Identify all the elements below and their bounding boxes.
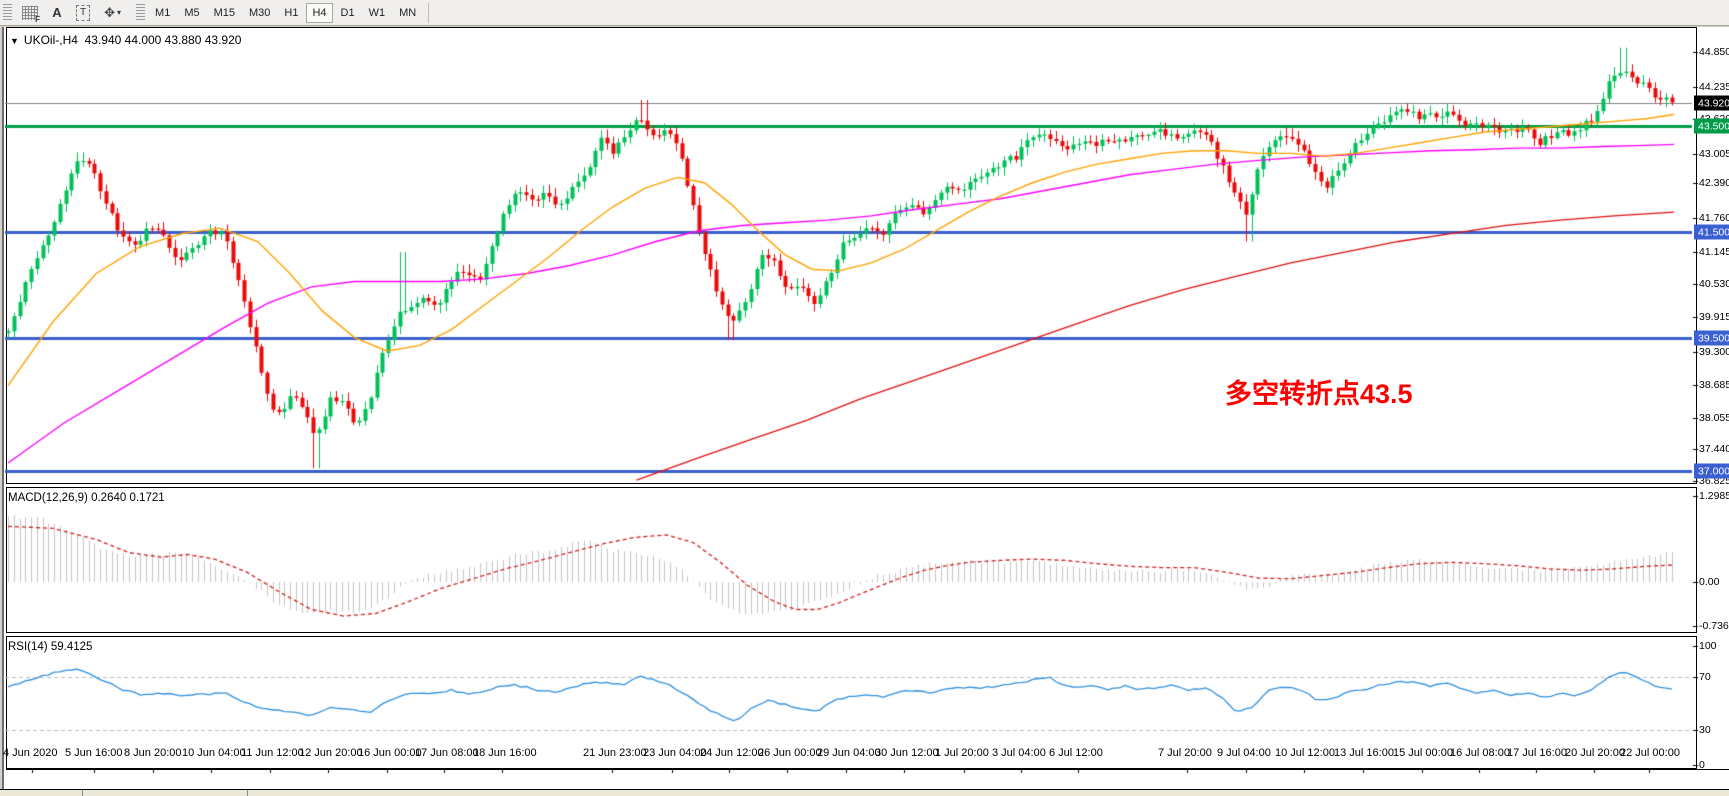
time-axis-label: 18 Jun 16:00 (473, 747, 537, 759)
text-box-tool-button[interactable]: T (70, 3, 96, 23)
chart-tabs-bar[interactable] (0, 789, 1729, 796)
time-axis-label: 22 Jul 00:00 (1620, 747, 1680, 759)
price-axis-tick: 30 (1699, 724, 1711, 736)
rsi-name: RSI(14) (8, 641, 48, 653)
toolbar-grip[interactable] (136, 3, 146, 22)
time-axis-label: 17 Jun 08:00 (415, 747, 479, 759)
timeframe-button-d1[interactable]: D1 (340, 6, 355, 19)
price-axis-tick: 1.2985 (1699, 490, 1729, 502)
rsi-indicator-label: RSI(14) 59.4125 (8, 641, 92, 653)
price-axis-tick: 0 (1699, 759, 1705, 771)
text-label-tool-button[interactable]: A (46, 3, 68, 23)
price-axis-tick: 39.300 (1699, 346, 1729, 358)
price-axis-tick: 44.235 (1699, 81, 1729, 93)
time-axis-label: 29 Jun 04:00 (817, 747, 881, 759)
grid-chart-tool-button[interactable]: F (16, 3, 44, 24)
timeframe-button-group: M1 M5 M15 M30 H1 H4 D1 W1 MN (148, 2, 423, 23)
time-axis-label: 10 Jul 12:00 (1275, 747, 1335, 759)
price-badge-41.500: 41.500 (1694, 224, 1729, 240)
price-axis-tick: 39.915 (1699, 311, 1729, 323)
arrows-objects-button[interactable]: ✥ ▾ (98, 3, 127, 23)
chevron-down-icon: ▾ (117, 8, 122, 17)
tab-divider (82, 790, 83, 796)
arrows-objects-tool-icon: ✥ (104, 4, 116, 20)
time-axis-label: 11 Jun 12:00 (241, 747, 304, 759)
price-axis-tick: 37.440 (1699, 443, 1729, 455)
price-axis-tick: 38.685 (1699, 379, 1729, 391)
chart-title: ▼ UKOil-,H4 43.940 44.000 43.880 43.920 (10, 33, 241, 47)
price-axis-tick: 70 (1699, 671, 1711, 683)
time-axis-label: 7 Jul 20:00 (1158, 747, 1212, 759)
price-axis-tick: 41.145 (1699, 246, 1729, 258)
macd-indicator-label: MACD(12,26,9) 0.2640 0.1721 (8, 492, 165, 504)
time-axis-label: 20 Jul 20:00 (1565, 747, 1625, 759)
macd-name: MACD(12,26,9) (8, 492, 88, 504)
timeframe-button-mn[interactable]: MN (399, 6, 417, 19)
time-axis-label: 24 Jun 12:00 (700, 747, 764, 759)
price-badge-39.500: 39.500 (1694, 330, 1729, 346)
time-axis-label: 26 Jun 00:00 (758, 747, 822, 759)
toolbar-grip[interactable] (3, 3, 12, 22)
time-axis-label: 15 Jul 00:00 (1393, 747, 1453, 759)
price-badge-43.500: 43.500 (1694, 118, 1729, 134)
timeframe-button-m15[interactable]: M15 (213, 6, 235, 19)
time-axis-label: 8 Jun 20:00 (124, 747, 182, 759)
timeframe-button-h1[interactable]: H1 (284, 6, 299, 19)
toolbar: F A T ✥ ▾ M1 M5 M15 M30 H1 H4 D1 W1 MN (0, 0, 1729, 26)
price-axis-tick: 38.055 (1699, 412, 1729, 424)
grid-chart-tool-icon: F (22, 5, 40, 24)
time-axis-label: 1 Jul 20:00 (935, 747, 989, 759)
time-axis-label: 16 Jul 08:00 (1450, 747, 1510, 759)
symbol-name: UKOil-,H4 (23, 33, 78, 47)
price-axis-tick: 0.00 (1699, 576, 1720, 588)
time-axis-label: 17 Jul 16:00 (1507, 747, 1567, 759)
time-axis-label: 30 Jun 12:00 (875, 747, 939, 759)
price-axis-tick: 41.760 (1699, 212, 1729, 224)
price-axis-tick: 42.390 (1699, 177, 1729, 189)
time-axis-label: 4 Jun 2020 (3, 747, 58, 759)
time-axis-label: 5 Jun 16:00 (65, 747, 123, 759)
timeframe-button-w1[interactable]: W1 (368, 6, 386, 19)
chart-canvas[interactable] (0, 27, 1729, 789)
text-box-tool-icon: T (76, 4, 91, 21)
price-axis-tick: 44.850 (1699, 46, 1729, 58)
ohlc-values: 43.940 44.000 43.880 43.920 (84, 33, 242, 47)
macd-values: 0.2640 0.1721 (91, 492, 165, 504)
time-axis-label: 10 Jun 04:00 (182, 747, 246, 759)
chart-text-annotation[interactable]: 多空转折点43.5 (1225, 379, 1413, 409)
time-axis-label: 21 Jun 23:00 (583, 747, 647, 759)
timeframe-button-m1[interactable]: M1 (155, 6, 171, 19)
chart-dropdown-icon[interactable]: ▼ (10, 36, 19, 46)
time-axis-label: 12 Jun 20:00 (299, 747, 363, 759)
time-axis-label: 9 Jul 04:00 (1217, 747, 1271, 759)
rsi-values: 59.4125 (50, 641, 93, 653)
timeframe-button-h4[interactable]: H4 (306, 2, 333, 23)
price-axis-tick: 40.530 (1699, 278, 1729, 290)
price-badge-43.920: 43.920 (1694, 95, 1729, 111)
time-axis-label: 16 Jun 00:00 (358, 747, 422, 759)
timeframe-button-m30[interactable]: M30 (249, 6, 271, 19)
text-label-tool-icon: A (52, 5, 62, 20)
time-axis-label: 23 Jun 04:00 (643, 747, 707, 759)
price-axis-tick: 100 (1699, 640, 1717, 652)
toolbar-separator (428, 2, 430, 23)
timeframe-button-m5[interactable]: M5 (184, 6, 200, 19)
time-axis-label: 6 Jul 12:00 (1049, 747, 1103, 759)
price-axis-tick: -0.7362 (1699, 620, 1729, 632)
price-axis-tick: 43.005 (1699, 148, 1729, 160)
tab-divider (247, 790, 248, 796)
time-axis-label: 3 Jul 04:00 (992, 747, 1046, 759)
time-axis-label: 13 Jul 16:00 (1334, 747, 1394, 759)
price-badge-37.000: 37.000 (1694, 463, 1729, 479)
